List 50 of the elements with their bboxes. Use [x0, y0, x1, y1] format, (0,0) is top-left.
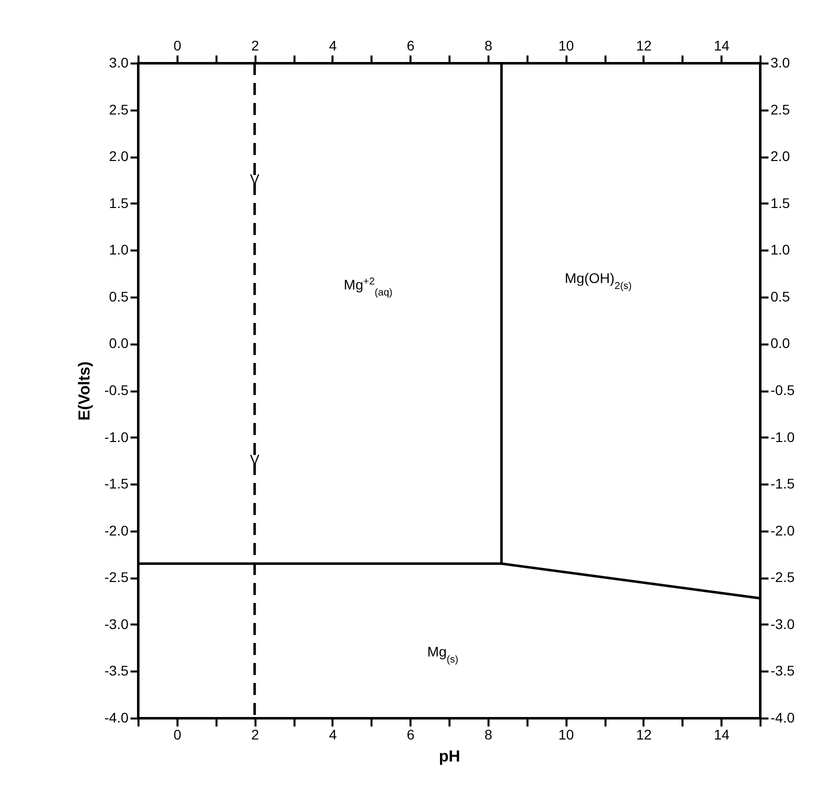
y-tick-label: 2.5: [109, 101, 129, 118]
annotation: Mg(OH)$_{2(s)}$: [564, 270, 632, 292]
y-tick-label: 0.0: [109, 335, 129, 352]
y2-tick-label: -2.0: [770, 522, 795, 538]
x2-tick-label: 8: [484, 38, 492, 54]
y-tick-label: -3.5: [104, 662, 129, 679]
y2-tick-label: -1.0: [770, 428, 795, 445]
y-tick-label: -2.5: [104, 569, 129, 586]
y-tick-label: 1.5: [109, 194, 129, 211]
y2-tick-label: -4.0: [770, 710, 795, 726]
y2-tick-label: 0.5: [770, 288, 790, 304]
x2-tick-label: 2: [251, 38, 260, 54]
x-tick-label: 4: [328, 726, 337, 742]
x-tick-label: 2: [251, 726, 260, 742]
y-tick-label: -1.0: [104, 428, 129, 445]
x-tick-label: 12: [636, 726, 652, 742]
x-tick-label: 8: [484, 726, 492, 742]
y2-tick-label: -2.5: [770, 569, 795, 586]
y2-tick-label: -1.5: [770, 476, 795, 492]
y-tick-label: -0.5: [104, 382, 129, 398]
x-tick-label: 6: [406, 726, 415, 742]
y2-tick-label: 1.0: [770, 242, 790, 258]
x2-tick-label: 0: [173, 38, 182, 54]
y2-tick-label: -0.5: [770, 382, 795, 398]
y2-tick-label: -3.5: [770, 662, 795, 679]
y-tick-label: -1.5: [104, 476, 129, 492]
y-tick-label: -2.0: [104, 522, 129, 538]
y2-tick-label: 2.5: [770, 101, 790, 118]
y-tick-label: 2.0: [109, 148, 129, 164]
x-axis-title: pH: [438, 748, 460, 766]
x-tick-label: 10: [558, 726, 574, 742]
y-tick-label: 3.0: [109, 54, 129, 70]
y-axis-title: E(Volts): [76, 361, 94, 421]
y-tick-label: -3.0: [104, 616, 129, 632]
y-tick-label: 1.0: [109, 242, 129, 258]
y2-tick-label: 2.0: [770, 148, 790, 164]
y-tick-label: 0.5: [109, 288, 129, 304]
x-tick-label: 0: [173, 726, 182, 742]
x2-tick-label: 10: [558, 38, 574, 54]
x2-tick-label: 12: [636, 38, 652, 54]
x2-tick-label: 14: [714, 38, 730, 54]
y2-tick-label: 0.0: [770, 335, 790, 352]
y2-tick-label: 1.5: [770, 194, 790, 211]
x2-tick-label: 6: [406, 38, 415, 54]
x2-tick-label: 4: [328, 38, 337, 54]
y2-tick-label: 3.0: [770, 54, 790, 70]
y-tick-label: -4.0: [104, 710, 129, 726]
x-tick-label: 14: [714, 726, 730, 742]
annotation: Mg$_{(s)}$: [427, 644, 458, 665]
y2-tick-label: -3.0: [770, 616, 795, 632]
